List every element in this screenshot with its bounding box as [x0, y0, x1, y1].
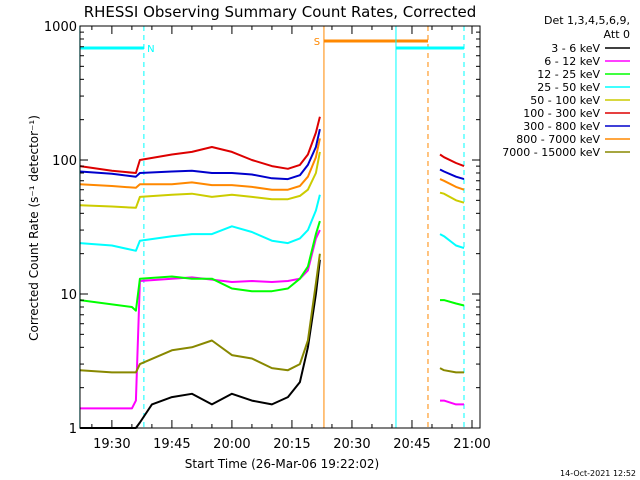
y-tick-label: 100: [52, 154, 77, 169]
legend-label-7: 300 - 800 keV: [523, 120, 600, 133]
series-line-4: [439, 233, 465, 250]
series-line-8: [439, 178, 465, 191]
series-line-2: [79, 229, 321, 410]
legend-label-1: 3 - 6 keV: [551, 42, 600, 55]
y-tick-label: 1: [69, 422, 77, 437]
series-line-2: [440, 399, 464, 406]
legend-label-8: 800 - 7000 keV: [516, 133, 600, 146]
series-line-3: [440, 299, 465, 307]
series-line-9: [79, 253, 321, 374]
chart-title: RHESSI Observing Summary Count Rates, Co…: [84, 3, 477, 21]
series-line-9: [439, 367, 464, 374]
y-tick-label: 1000: [44, 20, 77, 35]
x-tick-label: 19:45: [153, 437, 190, 452]
series-line-7: [79, 128, 321, 181]
x-tick-label: 20:45: [393, 437, 430, 452]
series-line-4: [79, 194, 321, 252]
legend-label-3: 12 - 25 keV: [537, 68, 600, 81]
annotation-label: N: [147, 44, 154, 55]
plot-frame: [79, 25, 481, 429]
series-line-3: [79, 220, 321, 312]
series-line-8: [79, 138, 321, 191]
legend-label-6: 100 - 300 keV: [523, 107, 600, 120]
legend-header-line1: Det 1,3,4,5,6,9,: [544, 14, 630, 27]
x-tick-label: 20:15: [273, 437, 310, 452]
x-axis-label: Start Time (26-Mar-06 19:22:02): [185, 457, 379, 471]
legend-label-2: 6 - 12 keV: [544, 55, 600, 68]
x-tick-label: 19:30: [93, 437, 130, 452]
y-tick-label: 10: [60, 288, 77, 303]
series-line-6: [79, 116, 321, 174]
x-tick-label: 21:00: [453, 437, 490, 452]
series-line-1: [79, 259, 321, 429]
series-line-7: [439, 168, 465, 181]
series-line-5: [439, 191, 465, 204]
x-tick-label: 20:30: [333, 437, 370, 452]
legend-label-4: 25 - 50 keV: [537, 81, 600, 94]
legend-label-9: 7000 - 15000 keV: [502, 146, 600, 159]
x-tick-label: 20:00: [213, 437, 250, 452]
series-line-5: [79, 151, 321, 209]
annotation-label: S: [314, 37, 320, 48]
date-stamp: 14-Oct-2021 12:52: [560, 469, 636, 478]
plot-area: N S 1 10 100 1000 19:30 19:45 20:00 20:15 20:30 20:…: [44, 20, 491, 452]
legend-label-5: 50 - 100 keV: [530, 94, 600, 107]
y-axis-label: Corrected Count Rate (s⁻¹ detector⁻¹): [27, 115, 41, 341]
series-line-6: [439, 153, 465, 168]
legend-header-line2: Att 0: [604, 28, 630, 41]
